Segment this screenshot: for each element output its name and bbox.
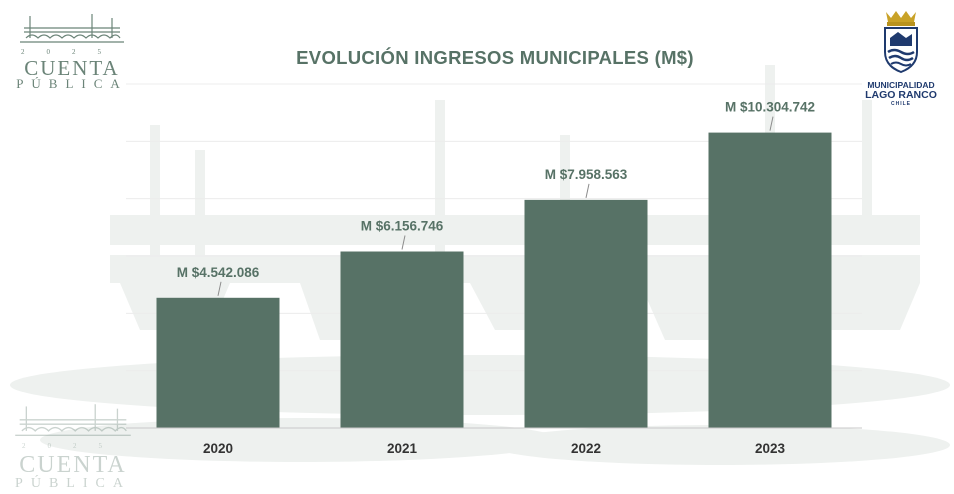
data-label-2021: M $6.156.746 — [361, 219, 444, 234]
logo-year-left: 20 — [21, 48, 72, 56]
bar-2022 — [524, 199, 648, 428]
data-label-2020: M $4.542.086 — [177, 265, 260, 280]
muni-line1: MUNICIPALIDAD — [867, 80, 935, 90]
data-label-leader — [401, 235, 406, 250]
cuenta-publica-watermark: 2025 CUENTA PÚBLICA — [10, 402, 136, 494]
x-tick-2023: 2023 — [755, 441, 786, 456]
muni-line2: LAGO RANCO — [865, 89, 937, 101]
data-label-2023: M $10.304.742 — [725, 100, 815, 115]
watermark-year-right: 25 — [73, 442, 124, 450]
bar-2023 — [708, 132, 832, 428]
data-label-2022: M $7.958.563 — [545, 167, 628, 182]
chart-tick-labels: 2020 2021 2022 2023 — [203, 441, 786, 456]
watermark-main-text: CUENTA — [19, 452, 127, 478]
data-label-leader — [585, 183, 590, 198]
logo-year-right: 25 — [72, 48, 123, 56]
chart-bars: M $4.542.086 M $6.156.746 M $7.958.563 M $1… — [156, 100, 832, 428]
logo-main-text: CUENTA — [24, 56, 120, 80]
logo-sub-text: PÚBLICA — [16, 76, 128, 91]
chart-title: EVOLUCIÓN INGRESOS MUNICIPALES (M$) — [296, 47, 694, 68]
coat-of-arms-icon — [884, 11, 918, 74]
x-tick-2021: 2021 — [387, 441, 418, 456]
bar-2020 — [156, 297, 280, 428]
cuenta-publica-logo: 2025 CUENTA PÚBLICA — [16, 12, 128, 94]
pier-watermark-icon — [15, 404, 131, 436]
data-label-leader — [217, 281, 222, 296]
bar-2021 — [340, 251, 464, 428]
watermark-year-left: 20 — [22, 442, 73, 450]
municipalidad-logo: MUNICIPALIDAD LAGO RANCO CHILE — [858, 8, 944, 108]
muni-line3: CHILE — [891, 101, 911, 107]
pier-logo-icon — [20, 14, 124, 43]
data-label-leader — [769, 116, 774, 131]
watermark-sub-text: PÚBLICA — [15, 476, 131, 491]
x-tick-2022: 2022 — [571, 441, 601, 456]
x-tick-2020: 2020 — [203, 441, 233, 456]
